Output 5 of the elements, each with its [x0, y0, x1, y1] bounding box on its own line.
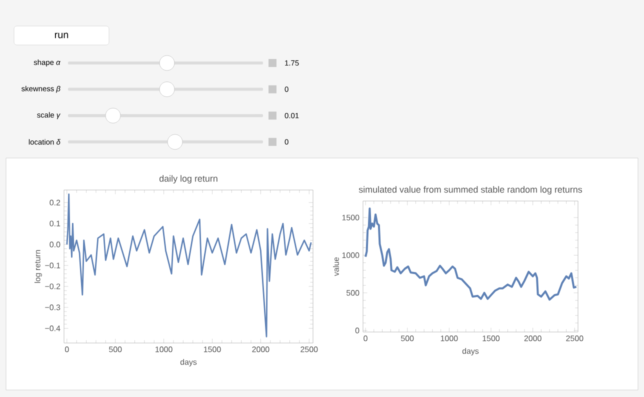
- line-series: [364, 208, 578, 301]
- line-series: [66, 193, 312, 338]
- chart-title: simulated value from summed stable random log returns: [358, 186, 582, 194]
- text: run: [54, 32, 68, 38]
- chart-title: daily log return: [159, 175, 218, 184]
